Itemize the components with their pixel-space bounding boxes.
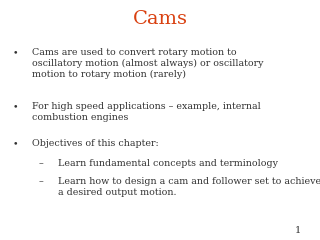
Text: •: • [13, 139, 18, 148]
Text: •: • [13, 48, 18, 57]
Text: For high speed applications – example, internal
combustion engines: For high speed applications – example, i… [32, 102, 261, 122]
Text: –: – [38, 159, 43, 168]
Text: Learn how to design a cam and follower set to achieve
a desired output motion.: Learn how to design a cam and follower s… [58, 177, 320, 197]
Text: Learn fundamental concepts and terminology: Learn fundamental concepts and terminolo… [58, 159, 278, 168]
Text: –: – [38, 177, 43, 186]
Text: •: • [13, 102, 18, 111]
Text: Cams are used to convert rotary motion to
oscillatory motion (almost always) or : Cams are used to convert rotary motion t… [32, 48, 263, 79]
Text: Objectives of this chapter:: Objectives of this chapter: [32, 139, 159, 148]
Text: 1: 1 [294, 226, 301, 235]
Text: Cams: Cams [132, 10, 188, 28]
